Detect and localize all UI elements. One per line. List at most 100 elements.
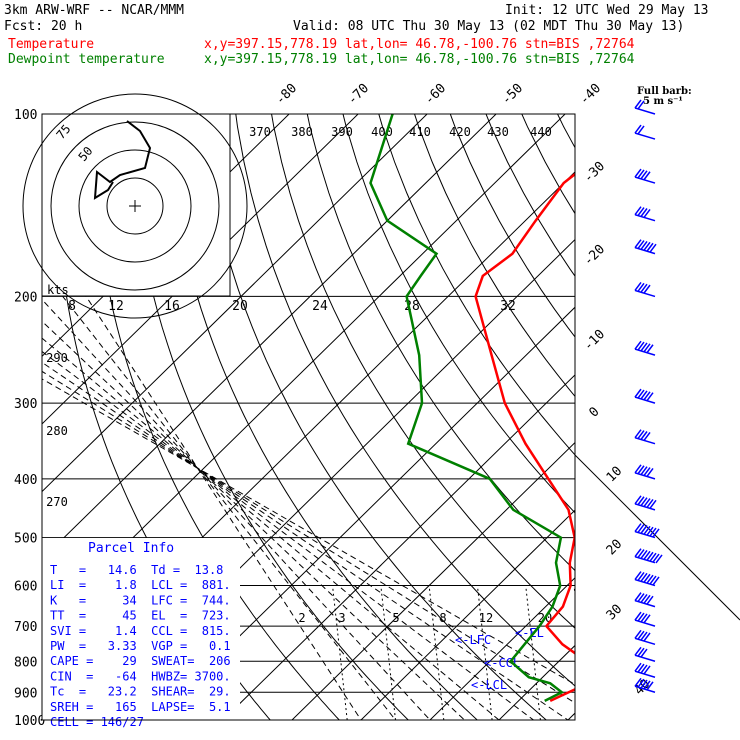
dry-adiabat [378, 114, 575, 456]
wind-barb-flag [640, 613, 648, 623]
theta-label: 430 [487, 125, 509, 139]
parcel-title: Parcel Info [88, 541, 174, 556]
wind-barb-flag [643, 573, 651, 583]
wind-barb-flag [640, 208, 648, 217]
wind-barb-flag [640, 390, 648, 400]
wind-barb-flag [634, 571, 642, 581]
wind-barb-flag [634, 523, 642, 533]
pressure-label: 600 [14, 580, 37, 595]
mixing-ratio-label: 2 [298, 611, 305, 625]
wind-barb-flag [634, 629, 642, 639]
parcel-row: SREH = 165 LAPSE= 5.1 [50, 700, 231, 714]
wind-barb-flag [637, 524, 645, 533]
isotherm [222, 374, 575, 720]
wind-barb-flag [643, 343, 651, 353]
wind-barb-flag [634, 281, 642, 291]
dry-adiabat [579, 86, 740, 733]
dry-adiabat [718, 86, 740, 733]
init-time: Init: 12 UTC Wed 29 May 13 [505, 3, 709, 18]
isotherm [42, 114, 497, 560]
wind-barbs [634, 99, 663, 693]
wind-barb-flag [634, 646, 642, 656]
hodograph-speed-label: 24 [312, 299, 328, 314]
temperature-tick-label: -70 [345, 81, 372, 108]
pressure-label: 800 [14, 655, 37, 670]
wind-barb-flag [646, 526, 654, 536]
wind-barb-flag [637, 593, 645, 602]
wind-barb-flag [634, 99, 642, 109]
dewpoint-location: x,y=397.15,778.19 lat,lon= 46.78,-100.76… [204, 52, 635, 67]
wind-barb-flag [640, 170, 648, 180]
hodograph-trace [93, 120, 152, 200]
parcel-row: SVI = 1.4 CCL = 815. [50, 624, 231, 638]
dewpoint-temperature-profile [369, 114, 565, 703]
hodograph-ring [22, 93, 248, 319]
wind-barb-flag [643, 614, 651, 624]
wind-barb-flag [637, 240, 645, 250]
pressure-label: 300 [14, 397, 37, 412]
hodograph-speed-label: 8 [68, 299, 76, 314]
wind-barb-flag [640, 431, 648, 440]
theta-label: 410 [409, 125, 431, 139]
temperature-tick-label: 30 [604, 602, 626, 624]
wind-barb-flag [637, 647, 645, 657]
wind-barb-flag [643, 525, 651, 535]
mixing-ratio-line [428, 585, 445, 720]
wind-barb-flag [634, 429, 642, 439]
dry-adiabat [614, 86, 740, 733]
dry-adiabat [199, 114, 548, 720]
isotherm [42, 114, 359, 425]
mixing-ratio-label: 5 [392, 611, 399, 625]
wind-barb-flag [643, 171, 651, 181]
parcel-level-annotation: <-LCL [471, 678, 507, 692]
pressure-label: 900 [14, 686, 37, 701]
wind-barb-flag [634, 662, 642, 672]
isotherm [360, 509, 575, 720]
pressure-label: 200 [14, 290, 37, 305]
wind-barb-flag [646, 551, 654, 561]
wind-barb-flag [637, 496, 645, 506]
pressure-label: 1000 [14, 714, 45, 729]
wind-barb-flag [640, 342, 648, 352]
wind-barb-flag [640, 550, 648, 559]
temperature-tick-label: 10 [604, 464, 626, 486]
wind-barb-flag [643, 594, 651, 604]
wind-barb-flag [643, 665, 651, 675]
wind-barb-flag [634, 592, 642, 602]
wind-barb-flag [646, 498, 654, 508]
dry-adiabat [556, 114, 575, 149]
dry-adiabat [163, 114, 479, 720]
hodograph-speed-label: 20 [232, 299, 248, 314]
dry-adiabat [306, 114, 575, 572]
pressure-label: 500 [14, 532, 37, 547]
hodograph-speed-label: 12 [108, 299, 124, 314]
wind-barb-flag [634, 388, 642, 398]
wind-barb-flag [634, 239, 642, 249]
wind-barb-flag [640, 283, 648, 293]
theta-label: 280 [46, 424, 68, 438]
forecast-hour: Fcst: 20 h [4, 19, 82, 34]
theta-label: 370 [249, 125, 271, 139]
wind-barb-flag [634, 168, 642, 178]
wind-barb-flag [649, 499, 657, 509]
parcel-row: T = 14.6 Td = 13.8 [50, 563, 223, 577]
dewpoint-legend: Dewpoint temperature [8, 52, 165, 67]
wind-barb-flag [643, 467, 651, 476]
wind-barb-flag [637, 282, 645, 292]
temperature-tick-label: -80 [273, 81, 300, 108]
plot-frame [41, 113, 576, 721]
hodograph-ring [106, 177, 164, 235]
wind-barb-flag [643, 391, 651, 401]
temperature-tick-label: 20 [604, 537, 626, 559]
wind-barb-flag [643, 431, 651, 441]
parcel-level-annotation: <-LFC [455, 633, 491, 647]
dry-adiabat [342, 114, 575, 514]
mixing-ratio-line [573, 585, 575, 600]
wind-barb-flag [640, 648, 648, 658]
wind-barb-flag [634, 124, 642, 134]
hodograph-units: kts [47, 283, 69, 297]
dry-adiabat [414, 114, 575, 398]
model-title: 3km ARW-WRF -- NCAR/MMM [4, 3, 184, 18]
isotherm [693, 86, 740, 733]
